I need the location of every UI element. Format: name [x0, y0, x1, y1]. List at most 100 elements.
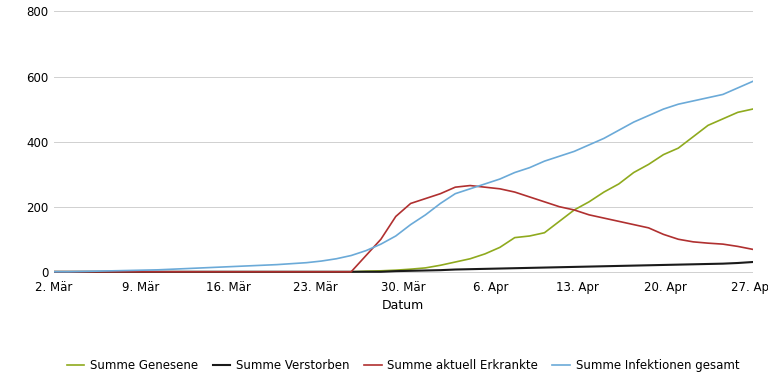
Summe aktuell Erkrankte	[510, 190, 519, 194]
Summe Infektionen gesamt	[346, 253, 356, 258]
X-axis label: Datum: Datum	[382, 299, 425, 312]
Summe aktuell Erkrankte	[391, 214, 400, 219]
Summe Genesene	[227, 269, 237, 274]
Summe Genesene	[64, 269, 73, 274]
Summe Verstorben	[227, 269, 237, 274]
Summe Infektionen gesamt	[79, 269, 88, 274]
Summe aktuell Erkrankte	[317, 269, 326, 274]
Summe Verstorben	[406, 269, 415, 273]
Summe Infektionen gesamt	[183, 266, 192, 271]
Summe aktuell Erkrankte	[198, 269, 207, 274]
Summe Verstorben	[243, 269, 252, 274]
Summe Verstorben	[257, 269, 266, 274]
Summe Infektionen gesamt	[362, 248, 371, 253]
Summe aktuell Erkrankte	[79, 269, 88, 274]
Summe Infektionen gesamt	[287, 261, 296, 266]
Summe aktuell Erkrankte	[362, 253, 371, 258]
Summe Genesene	[733, 110, 743, 115]
Summe Infektionen gesamt	[480, 181, 489, 186]
Summe Verstorben	[213, 269, 222, 274]
Summe Verstorben	[94, 269, 103, 274]
Summe Verstorben	[272, 269, 281, 274]
Summe Verstorben	[362, 269, 371, 274]
Summe Infektionen gesamt	[674, 102, 683, 107]
Summe Genesene	[94, 269, 103, 274]
Summe Verstorben	[198, 269, 207, 274]
Summe Genesene	[362, 269, 371, 274]
Summe Genesene	[748, 107, 757, 112]
Summe Verstorben	[733, 261, 743, 265]
Summe Infektionen gesamt	[748, 79, 757, 84]
Summe Verstorben	[703, 262, 713, 266]
Summe Infektionen gesamt	[227, 264, 237, 269]
Summe Infektionen gesamt	[302, 261, 311, 265]
Summe Infektionen gesamt	[317, 259, 326, 263]
Summe Verstorben	[718, 261, 727, 266]
Summe Verstorben	[525, 265, 535, 270]
Summe Verstorben	[748, 260, 757, 264]
Summe Verstorben	[332, 269, 341, 274]
Summe Genesene	[703, 123, 713, 128]
Summe Genesene	[465, 256, 475, 261]
Summe Infektionen gesamt	[733, 86, 743, 90]
Summe Verstorben	[154, 269, 163, 274]
Summe aktuell Erkrankte	[346, 269, 356, 274]
Summe Verstorben	[510, 266, 519, 270]
Summe Genesene	[644, 162, 653, 167]
Summe Genesene	[108, 269, 118, 274]
Summe aktuell Erkrankte	[659, 232, 668, 237]
Summe aktuell Erkrankte	[154, 269, 163, 274]
Summe Genesene	[451, 260, 460, 264]
Summe Genesene	[79, 269, 88, 274]
Summe Infektionen gesamt	[435, 201, 445, 206]
Summe aktuell Erkrankte	[495, 186, 505, 191]
Summe Genesene	[406, 267, 415, 272]
Summe aktuell Erkrankte	[435, 191, 445, 196]
Summe aktuell Erkrankte	[703, 241, 713, 246]
Line: Summe Verstorben: Summe Verstorben	[54, 262, 753, 272]
Legend: Summe Genesene, Summe Verstorben, Summe aktuell Erkrankte, Summe Infektionen ges: Summe Genesene, Summe Verstorben, Summe …	[62, 355, 744, 377]
Summe Infektionen gesamt	[510, 170, 519, 175]
Summe Verstorben	[495, 266, 505, 271]
Summe Infektionen gesamt	[584, 142, 594, 147]
Summe Infektionen gesamt	[391, 234, 400, 238]
Summe aktuell Erkrankte	[733, 244, 743, 249]
Summe Genesene	[570, 208, 579, 212]
Summe Verstorben	[124, 269, 133, 274]
Summe Genesene	[718, 117, 727, 121]
Summe Infektionen gesamt	[124, 268, 133, 273]
Summe aktuell Erkrankte	[674, 237, 683, 241]
Summe Verstorben	[79, 269, 88, 274]
Summe Verstorben	[346, 269, 356, 274]
Summe Genesene	[243, 269, 252, 274]
Summe Verstorben	[376, 269, 386, 274]
Line: Summe Genesene: Summe Genesene	[54, 109, 753, 272]
Summe Infektionen gesamt	[570, 149, 579, 154]
Summe Verstorben	[614, 264, 624, 268]
Summe aktuell Erkrankte	[138, 269, 147, 274]
Summe Infektionen gesamt	[154, 267, 163, 272]
Summe Verstorben	[674, 262, 683, 267]
Summe Genesene	[346, 269, 356, 274]
Summe aktuell Erkrankte	[451, 185, 460, 189]
Summe Genesene	[287, 269, 296, 274]
Summe Genesene	[168, 269, 177, 274]
Summe Genesene	[198, 269, 207, 274]
Summe Verstorben	[421, 268, 430, 273]
Summe aktuell Erkrankte	[302, 269, 311, 274]
Summe Genesene	[554, 219, 564, 223]
Summe aktuell Erkrankte	[227, 269, 237, 274]
Summe aktuell Erkrankte	[480, 185, 489, 189]
Summe Infektionen gesamt	[451, 191, 460, 196]
Line: Summe Infektionen gesamt: Summe Infektionen gesamt	[54, 81, 753, 272]
Summe aktuell Erkrankte	[718, 242, 727, 246]
Summe Infektionen gesamt	[495, 177, 505, 181]
Summe Infektionen gesamt	[554, 154, 564, 159]
Summe Verstorben	[659, 263, 668, 267]
Summe Genesene	[421, 265, 430, 270]
Summe Verstorben	[435, 268, 445, 272]
Summe Verstorben	[540, 265, 549, 270]
Summe Verstorben	[644, 263, 653, 267]
Summe Infektionen gesamt	[599, 136, 608, 141]
Summe aktuell Erkrankte	[406, 201, 415, 206]
